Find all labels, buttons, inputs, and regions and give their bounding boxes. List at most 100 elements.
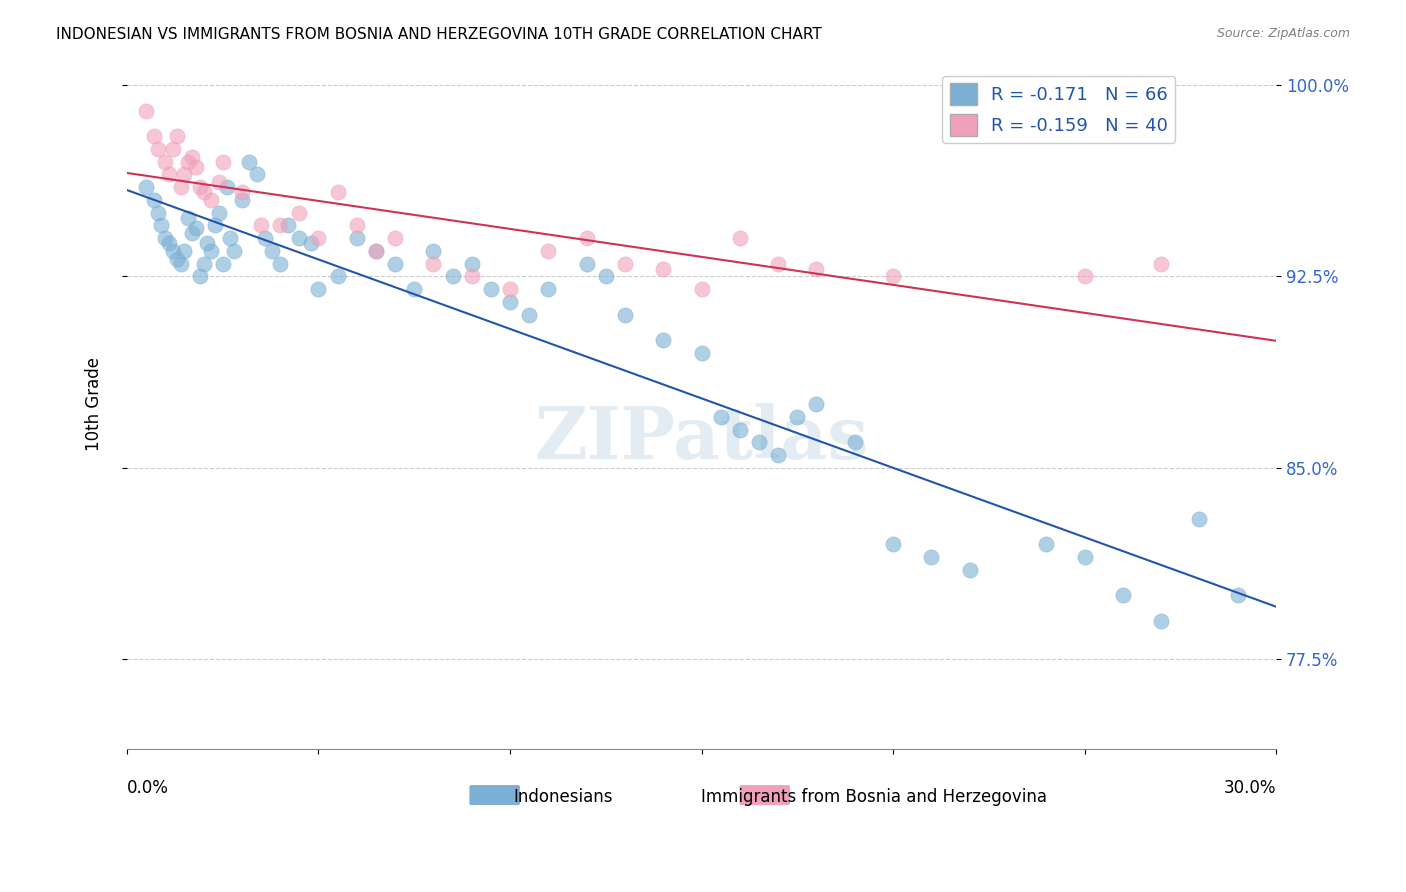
- Point: [499, 282, 522, 296]
- Point: [460, 257, 482, 271]
- Point: [262, 244, 284, 258]
- Point: [246, 168, 269, 182]
- Point: [231, 193, 253, 207]
- Point: [959, 563, 981, 577]
- Text: Indonesians: Indonesians: [513, 788, 613, 805]
- Point: [728, 231, 751, 245]
- Point: [169, 180, 191, 194]
- FancyBboxPatch shape: [470, 785, 520, 805]
- Point: [157, 168, 180, 182]
- Y-axis label: 10th Grade: 10th Grade: [86, 357, 103, 451]
- Point: [211, 154, 233, 169]
- Point: [238, 154, 260, 169]
- Point: [307, 231, 329, 245]
- Text: ZIPatlas: ZIPatlas: [534, 403, 869, 474]
- Point: [200, 193, 222, 207]
- Point: [150, 219, 173, 233]
- Point: [384, 231, 406, 245]
- Point: [135, 103, 157, 118]
- Point: [364, 244, 387, 258]
- Point: [1035, 537, 1057, 551]
- Point: [162, 142, 184, 156]
- Point: [299, 236, 322, 251]
- Point: [766, 448, 789, 462]
- Point: [224, 244, 246, 258]
- Point: [652, 261, 675, 276]
- Point: [690, 346, 713, 360]
- Point: [269, 257, 291, 271]
- Point: [142, 129, 165, 144]
- Point: [404, 282, 426, 296]
- Point: [193, 257, 215, 271]
- Text: INDONESIAN VS IMMIGRANTS FROM BOSNIA AND HERZEGOVINA 10TH GRADE CORRELATION CHAR: INDONESIAN VS IMMIGRANTS FROM BOSNIA AND…: [56, 27, 823, 42]
- Point: [215, 180, 238, 194]
- Point: [517, 308, 540, 322]
- Point: [177, 154, 200, 169]
- Text: Source: ZipAtlas.com: Source: ZipAtlas.com: [1216, 27, 1350, 40]
- Point: [441, 269, 464, 284]
- Point: [253, 231, 276, 245]
- Point: [269, 219, 291, 233]
- Point: [728, 423, 751, 437]
- Point: [364, 244, 387, 258]
- Point: [346, 231, 368, 245]
- Point: [422, 244, 444, 258]
- Point: [177, 211, 200, 225]
- Point: [162, 244, 184, 258]
- Point: [652, 333, 675, 347]
- Point: [882, 269, 904, 284]
- Point: [181, 226, 204, 240]
- Point: [135, 180, 157, 194]
- Point: [193, 186, 215, 200]
- Point: [499, 295, 522, 310]
- Point: [479, 282, 502, 296]
- Legend: R = -0.171   N = 66, R = -0.159   N = 40: R = -0.171 N = 66, R = -0.159 N = 40: [942, 76, 1175, 143]
- Point: [208, 175, 231, 189]
- Point: [195, 236, 218, 251]
- Point: [384, 257, 406, 271]
- Text: Immigrants from Bosnia and Herzegovina: Immigrants from Bosnia and Herzegovina: [700, 788, 1047, 805]
- Point: [1150, 614, 1173, 628]
- Point: [288, 231, 311, 245]
- Point: [613, 308, 636, 322]
- Point: [277, 219, 299, 233]
- Point: [806, 261, 828, 276]
- Point: [166, 252, 188, 266]
- Point: [157, 236, 180, 251]
- Point: [690, 282, 713, 296]
- Point: [537, 244, 560, 258]
- Point: [288, 205, 311, 219]
- Point: [748, 435, 770, 450]
- Point: [1073, 269, 1095, 284]
- Point: [346, 219, 368, 233]
- Point: [173, 168, 195, 182]
- Point: [208, 205, 231, 219]
- Point: [146, 142, 169, 156]
- Point: [613, 257, 636, 271]
- Point: [211, 257, 233, 271]
- Point: [188, 180, 211, 194]
- Point: [1112, 589, 1135, 603]
- Point: [142, 193, 165, 207]
- Point: [422, 257, 444, 271]
- Point: [882, 537, 904, 551]
- Point: [844, 435, 866, 450]
- Point: [575, 257, 598, 271]
- Point: [595, 269, 617, 284]
- Point: [710, 409, 733, 424]
- Point: [1073, 550, 1095, 565]
- FancyBboxPatch shape: [740, 785, 790, 805]
- Point: [326, 186, 349, 200]
- Point: [766, 257, 789, 271]
- Text: 0.0%: 0.0%: [127, 780, 169, 797]
- Point: [537, 282, 560, 296]
- Point: [188, 269, 211, 284]
- Point: [1150, 257, 1173, 271]
- Text: 30.0%: 30.0%: [1223, 780, 1277, 797]
- Point: [806, 397, 828, 411]
- Point: [204, 219, 226, 233]
- Point: [460, 269, 482, 284]
- Point: [173, 244, 195, 258]
- Point: [169, 257, 191, 271]
- Point: [155, 231, 177, 245]
